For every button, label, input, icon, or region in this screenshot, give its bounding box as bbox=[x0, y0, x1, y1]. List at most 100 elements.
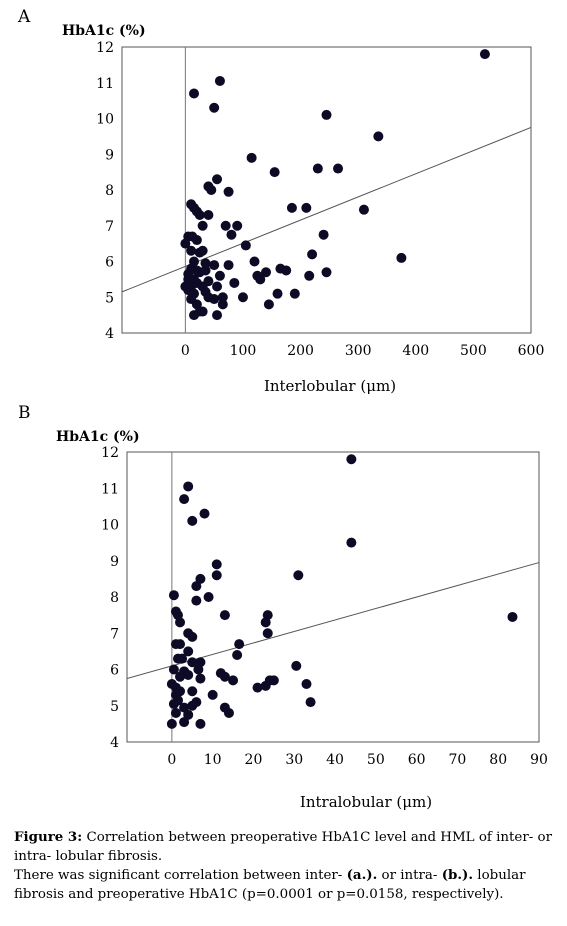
a-data-point bbox=[197, 306, 208, 317]
panel-a-y-tick-labels: 4 5 6 7 8 9 10 11 12 bbox=[96, 40, 114, 342]
a-x-tick-label: 300 bbox=[345, 343, 372, 359]
b-data-point bbox=[179, 702, 190, 713]
caption-bold-b: (b.). bbox=[441, 867, 474, 883]
a-data-point bbox=[232, 220, 243, 231]
a-data-point bbox=[217, 292, 228, 303]
panel-b-ylabel: HbA1c (%) bbox=[56, 429, 140, 445]
panel-a-ylabel: HbA1c (%) bbox=[62, 23, 146, 39]
a-data-point bbox=[212, 281, 223, 292]
a-data-point bbox=[209, 260, 220, 271]
a-data-point bbox=[200, 258, 211, 269]
b-data-point bbox=[262, 628, 273, 639]
a-data-point bbox=[206, 185, 217, 195]
a-x-tick-label: 400 bbox=[402, 343, 429, 359]
b-data-point bbox=[168, 664, 179, 675]
a-data-point bbox=[189, 310, 200, 321]
b-data-point bbox=[183, 646, 194, 657]
a-data-point bbox=[272, 288, 283, 299]
b-data-point bbox=[507, 611, 518, 622]
a-data-point bbox=[312, 163, 323, 174]
a-x-tick-label: 0 bbox=[181, 343, 190, 359]
b-data-point bbox=[179, 717, 190, 728]
b-data-point bbox=[175, 617, 186, 628]
b-data-point bbox=[305, 697, 316, 708]
b-y-tick-label: 12 bbox=[101, 445, 119, 461]
panel-b-x-tick-labels: 0 10 20 30 40 50 60 70 80 90 bbox=[167, 752, 548, 768]
panel-b-points bbox=[166, 454, 518, 729]
b-data-point bbox=[219, 610, 230, 621]
caption-text-2c: lobular fibrosis and preoperative HbA1C … bbox=[14, 868, 526, 902]
a-data-point bbox=[307, 249, 318, 260]
a-data-point bbox=[212, 310, 223, 321]
a-data-point bbox=[189, 88, 200, 99]
a-data-point bbox=[261, 267, 272, 278]
panel-a-label: A bbox=[17, 7, 31, 27]
b-data-point bbox=[293, 570, 304, 581]
b-data-point bbox=[191, 581, 202, 592]
a-data-point bbox=[269, 167, 280, 178]
a-data-point bbox=[249, 256, 260, 267]
caption-text-1: Correlation between preoperative HbA1C l… bbox=[14, 830, 552, 864]
b-data-point bbox=[207, 689, 218, 700]
b-data-point bbox=[166, 718, 177, 729]
b-data-point bbox=[175, 639, 186, 650]
b-data-point bbox=[234, 639, 245, 650]
b-data-point bbox=[219, 671, 230, 682]
panel-b-y-tick-labels: 4 5 6 7 8 9 10 11 12 bbox=[101, 445, 119, 751]
b-data-point bbox=[228, 675, 239, 686]
a-y-tick-label: 5 bbox=[105, 290, 114, 306]
a-data-point bbox=[217, 299, 228, 310]
a-y-tick-label: 6 bbox=[105, 255, 114, 271]
a-data-point bbox=[255, 274, 266, 285]
b-data-point bbox=[346, 537, 357, 548]
a-data-point bbox=[214, 270, 225, 281]
b-x-tick-label: 60 bbox=[408, 752, 426, 768]
b-data-point bbox=[260, 680, 271, 691]
a-data-point bbox=[373, 131, 384, 142]
panel-b-label: B bbox=[18, 403, 31, 423]
b-data-point bbox=[175, 671, 186, 682]
a-data-point bbox=[289, 288, 300, 299]
a-y-tick-label: 4 bbox=[105, 326, 114, 342]
a-data-point bbox=[263, 299, 274, 310]
a-y-tick-label: 8 bbox=[105, 183, 114, 199]
b-y-tick-label: 4 bbox=[110, 735, 119, 751]
b-x-tick-label: 20 bbox=[245, 752, 263, 768]
a-data-point bbox=[246, 152, 257, 163]
a-data-point bbox=[180, 238, 191, 249]
b-data-point bbox=[291, 660, 302, 671]
b-data-point bbox=[195, 573, 206, 584]
a-data-point bbox=[197, 220, 208, 231]
a-y-tick-label: 7 bbox=[105, 219, 114, 235]
a-data-point bbox=[358, 204, 369, 215]
b-data-point bbox=[252, 682, 263, 693]
b-y-tick-label: 10 bbox=[101, 518, 119, 534]
a-data-point bbox=[212, 174, 223, 185]
b-data-point bbox=[179, 494, 190, 505]
b-data-point bbox=[199, 508, 210, 519]
a-data-point bbox=[194, 267, 205, 278]
a-y-tick-label: 12 bbox=[96, 40, 114, 56]
b-y-tick-label: 5 bbox=[110, 699, 119, 715]
a-data-point bbox=[223, 186, 234, 197]
a-data-point bbox=[479, 49, 490, 60]
a-data-point bbox=[301, 202, 312, 213]
caption-text-2a: There was significant correlation betwee… bbox=[14, 868, 347, 883]
a-data-point bbox=[194, 210, 205, 221]
a-x-tick-label: 100 bbox=[230, 343, 257, 359]
a-data-point bbox=[286, 202, 297, 213]
b-data-point bbox=[195, 718, 206, 729]
a-data-point bbox=[209, 102, 220, 113]
a-y-tick-label: 11 bbox=[96, 76, 114, 92]
panel-b-xlabel: Intralobular (μm) bbox=[300, 793, 432, 811]
a-data-point bbox=[203, 210, 214, 221]
caption-figure-label: Figure 3: bbox=[14, 829, 83, 845]
b-y-tick-label: 8 bbox=[110, 590, 119, 606]
b-data-point bbox=[177, 653, 188, 664]
a-data-point bbox=[194, 247, 205, 258]
b-y-tick-label: 9 bbox=[110, 554, 119, 570]
panel-b-plot-frame bbox=[126, 451, 540, 743]
b-data-point bbox=[183, 709, 194, 720]
panel-a-trend-line bbox=[121, 126, 532, 293]
a-x-tick-label: 600 bbox=[518, 343, 545, 359]
